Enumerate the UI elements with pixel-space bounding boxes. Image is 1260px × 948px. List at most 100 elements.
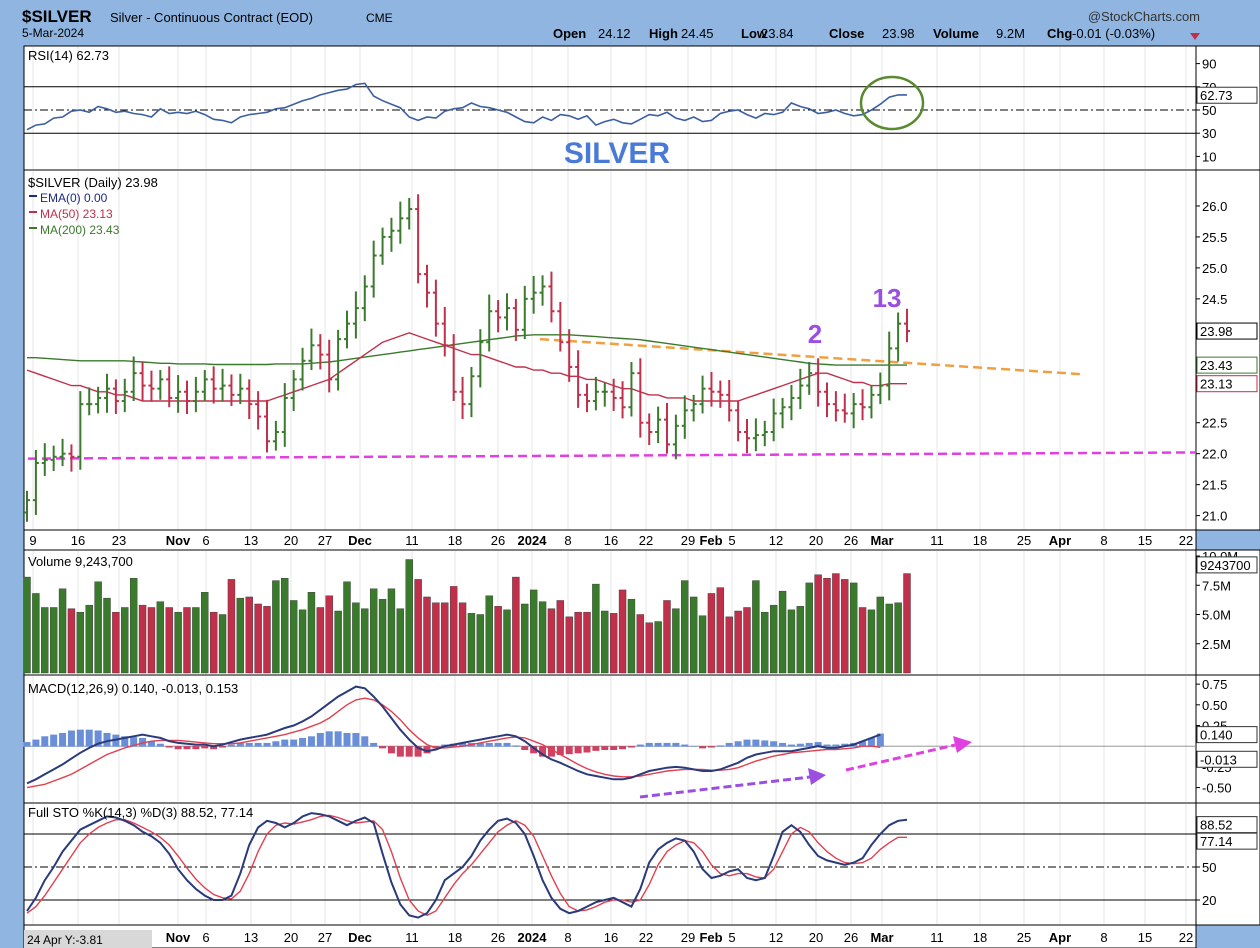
macd-hist-67 — [619, 746, 627, 750]
x-tick-23: 11 — [930, 533, 944, 548]
volume-axis-tick-2: 5.0M — [1202, 608, 1231, 623]
volume-bar-21 — [209, 611, 218, 674]
header-exchange: CME — [366, 11, 393, 25]
x-tick-bottom-22: 25 — [1017, 930, 1031, 945]
volume-bar-71 — [654, 621, 662, 674]
volume-bar-59 — [547, 608, 556, 674]
macd-hist-74 — [681, 744, 689, 747]
volume-bar-89 — [814, 574, 822, 674]
x-tick-bottom-1: 6 — [202, 930, 209, 945]
rsi-axis-tick-2: 50 — [1202, 103, 1216, 118]
macd-hist-22 — [219, 746, 227, 748]
volume-bar-34 — [325, 595, 333, 674]
price-axis-tick-6: 22.0 — [1202, 447, 1227, 462]
panel-sto — [23, 802, 1197, 926]
x-tick-bottom-21: 18 — [973, 930, 987, 945]
volume-bar-50 — [467, 613, 476, 674]
macd-hist-16 — [165, 746, 173, 748]
macd-hist-75 — [690, 746, 698, 747]
volume-bar-13 — [138, 604, 147, 674]
macd-hist-33 — [316, 732, 324, 747]
x-tick-bottom-2: 13 — [244, 930, 258, 945]
macd-axis-tick-4: -0.50 — [1202, 781, 1232, 796]
macd-hist-14 — [147, 741, 155, 747]
volume-bar-77 — [707, 593, 716, 674]
down-arrow-icon — [1190, 33, 1200, 40]
macd-hist-37 — [352, 732, 360, 747]
volume-bar-90 — [823, 578, 831, 674]
x-tick-15: 22 — [639, 533, 653, 548]
rsi-last-value: 62.73 — [1200, 88, 1233, 103]
macd-signal-value: -0.013 — [1200, 752, 1237, 767]
macd-hist-69 — [636, 744, 644, 747]
rsi-last-value-box — [1196, 86, 1258, 104]
volume-title: Volume 9,243,700 — [28, 554, 133, 569]
macd-hist-29 — [281, 739, 289, 747]
volume-bar-24 — [236, 597, 245, 674]
macd-hist-7 — [85, 729, 93, 747]
macd-arrow-2-head — [953, 736, 972, 753]
macd-hist-94 — [859, 741, 867, 747]
volume-bar-79 — [725, 616, 733, 674]
wave-2-label: 2 — [808, 319, 822, 349]
volume-bar-81 — [743, 607, 751, 674]
volume-bar-3 — [49, 607, 58, 674]
volume-bar-75 — [689, 596, 698, 674]
macd-hist-21 — [210, 746, 218, 750]
macd-value: 0.140 — [1200, 728, 1233, 743]
macd-hist-86 — [787, 744, 795, 747]
volume-bar-15 — [156, 601, 165, 674]
volume-bar-85 — [778, 590, 787, 674]
macd-hist-40 — [379, 746, 387, 749]
volume-bar-33 — [316, 607, 325, 674]
macd-hist-81 — [743, 739, 751, 747]
volume-bar-29 — [281, 578, 289, 674]
volume-bar-62 — [574, 611, 582, 674]
macd-hist-23 — [227, 744, 235, 747]
macd-hist-59 — [547, 746, 555, 757]
macd-hist-10 — [112, 734, 120, 747]
volume-bar-17 — [174, 611, 182, 674]
macd-hist-20 — [201, 746, 209, 749]
rsi-axis-tick-3: 30 — [1202, 126, 1216, 141]
x-tick-10: 18 — [448, 533, 462, 548]
macd-hist-52 — [485, 742, 493, 747]
x-tick-5: 13 — [244, 533, 258, 548]
quote-1: 24.12 — [598, 26, 631, 41]
volume-bar-86 — [787, 609, 796, 674]
silver-label: SILVER — [564, 137, 670, 170]
volume-bar-47 — [441, 602, 449, 674]
ma50-value: 23.13 — [1200, 377, 1233, 392]
x-tick-26: Apr — [1049, 533, 1071, 548]
sto-k-line — [26, 812, 908, 919]
macd-hist-64 — [592, 746, 600, 751]
x-tick-0: 9 — [29, 533, 36, 548]
ma50-legend-swatch — [29, 211, 37, 213]
volume-bar-73 — [672, 608, 680, 674]
macd-hist-49 — [459, 742, 467, 747]
x-tick-2: 23 — [112, 533, 126, 548]
volume-bar-43 — [405, 559, 413, 674]
ma200-line — [27, 334, 907, 366]
volume-last-value: 9243700 — [1200, 558, 1251, 573]
volume-axis-tick-3: 2.5M — [1202, 637, 1231, 652]
x-tick-4: 6 — [202, 533, 209, 548]
macd-hist-45 — [423, 746, 431, 754]
macd-hist-83 — [761, 740, 769, 747]
volume-bar-96 — [876, 596, 885, 674]
macd-hist-0 — [23, 742, 31, 747]
header-description: Silver - Continuous Contract (EOD) — [110, 10, 313, 25]
x-axis-band — [23, 529, 1197, 551]
macd-hist-12 — [130, 737, 138, 747]
x-tick-21: 26 — [844, 533, 858, 548]
macd-hist-54 — [503, 742, 511, 747]
macd-hist-35 — [334, 731, 342, 747]
macd-line — [26, 685, 881, 785]
macd-hist-11 — [121, 736, 129, 747]
x-tick-bottom-6: 11 — [405, 930, 419, 945]
macd-hist-25 — [245, 742, 253, 747]
volume-bar-55 — [512, 576, 520, 674]
volume-bar-44 — [414, 579, 422, 674]
price-axis-tick-3: 24.5 — [1202, 292, 1227, 307]
volume-bar-74 — [681, 580, 689, 674]
